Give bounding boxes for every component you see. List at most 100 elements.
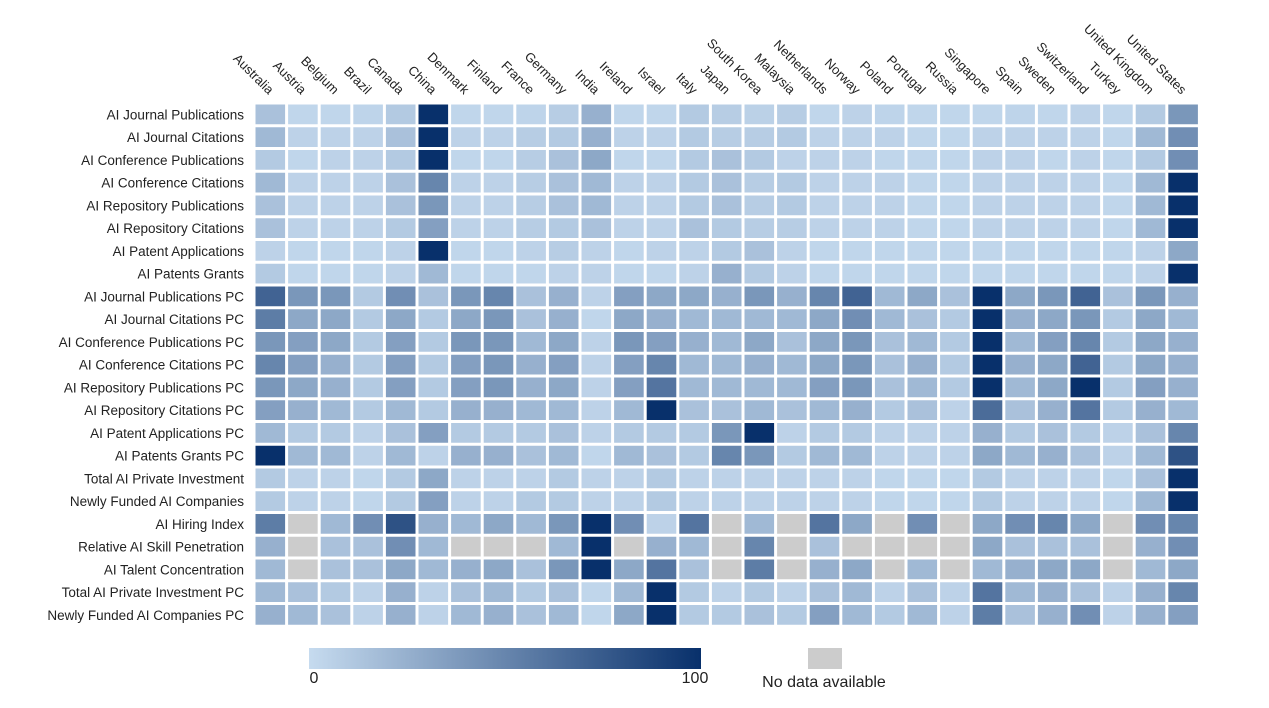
heatmap-cell [809,263,840,284]
heatmap-cell [874,127,905,147]
heatmap-cell [1037,536,1068,557]
heatmap-cell [1135,536,1166,557]
heatmap-cell [1070,536,1101,557]
heatmap-cell [255,263,286,284]
heatmap-cell [418,195,449,216]
heatmap-cell [320,468,351,489]
heatmap-cell [1037,150,1068,170]
heatmap-cell [1168,445,1198,466]
heatmap-cell [288,127,318,147]
heatmap-cell [940,468,970,489]
heatmap-cell [255,445,286,466]
heatmap-cell [646,377,677,398]
heatmap-cell [809,172,840,193]
heatmap-cell [744,286,775,307]
heatmap-cell [907,468,938,489]
heatmap-cell [548,263,579,284]
heatmap-cell [548,559,579,580]
heatmap-cell [842,150,872,170]
row-label: AI Repository Publications PC [64,380,244,395]
heatmap-cell [874,309,905,329]
heatmap-cell [614,468,644,489]
heatmap-cell [320,354,351,375]
heatmap-cell [1168,491,1198,511]
heatmap-cell [1037,559,1068,580]
heatmap-cell [483,514,514,534]
heatmap-cell [581,195,612,216]
heatmap-cell [483,582,514,602]
heatmap-cell [711,354,742,375]
heatmap-cell [353,582,383,602]
heatmap-cell [320,559,351,580]
heatmap-cell [581,491,612,511]
heatmap-cell [777,309,807,329]
heatmap-cell [777,582,807,602]
heatmap-cell [320,332,351,352]
heatmap-cell [418,400,449,420]
heatmap-cell [842,582,872,602]
heatmap-cell [548,514,579,534]
heatmap-cell [907,377,938,398]
heatmap-cell [940,445,970,466]
heatmap-cell [320,263,351,284]
heatmap-cell [972,536,1003,557]
heatmap-cell [516,172,546,193]
heatmap-cell [1037,218,1068,238]
heatmap-cell [809,536,840,557]
heatmap-cell [320,286,351,307]
heatmap-cell [581,241,612,261]
heatmap-cell [972,286,1003,307]
heatmap-cell [483,241,514,261]
heatmap-cell [483,172,514,193]
heatmap-cell [1135,468,1166,489]
heatmap-cell [614,377,644,398]
heatmap-cell [548,377,579,398]
heatmap-cell [483,536,514,557]
heatmap-cell [711,150,742,170]
heatmap-cell [385,400,416,420]
row-label: Total AI Private Investment PC [62,585,245,600]
heatmap-cell [940,150,970,170]
heatmap-cell [255,559,286,580]
heatmap-cell [1037,104,1068,125]
heatmap-cell [972,195,1003,216]
heatmap-cell [516,127,546,147]
column-label: Australia [230,51,277,98]
heatmap-cell [385,605,416,625]
heatmap-cell [1168,423,1198,443]
heatmap-cell [451,377,481,398]
heatmap-cell [940,559,970,580]
heatmap-cell [288,104,318,125]
heatmap-cell [809,127,840,147]
column-label: Norway [822,55,864,97]
heatmap-cell [1070,195,1101,216]
heatmap-cell [972,559,1003,580]
heatmap-cell [646,286,677,307]
heatmap-cell [1070,286,1101,307]
heatmap-cells [255,104,1198,625]
heatmap-cell [581,172,612,193]
heatmap-cell [353,491,383,511]
heatmap-cell [1135,127,1166,147]
heatmap-cell [711,127,742,147]
heatmap-cell [385,354,416,375]
heatmap-cell [744,491,775,511]
heatmap-cell [1103,218,1133,238]
heatmap-cell [516,309,546,329]
heatmap-cell [614,559,644,580]
heatmap-cell [874,195,905,216]
heatmap-cell [516,582,546,602]
heatmap-cell [385,559,416,580]
heatmap-cell [614,195,644,216]
heatmap-cell [874,172,905,193]
heatmap-cell [1135,354,1166,375]
heatmap-cell [874,605,905,625]
heatmap-cell [1168,263,1198,284]
heatmap-cell [972,218,1003,238]
heatmap-cell [581,559,612,580]
heatmap-cell [255,150,286,170]
heatmap-cell [320,536,351,557]
heatmap-cell [1168,605,1198,625]
heatmap-cell [1168,354,1198,375]
heatmap-cell [679,536,709,557]
